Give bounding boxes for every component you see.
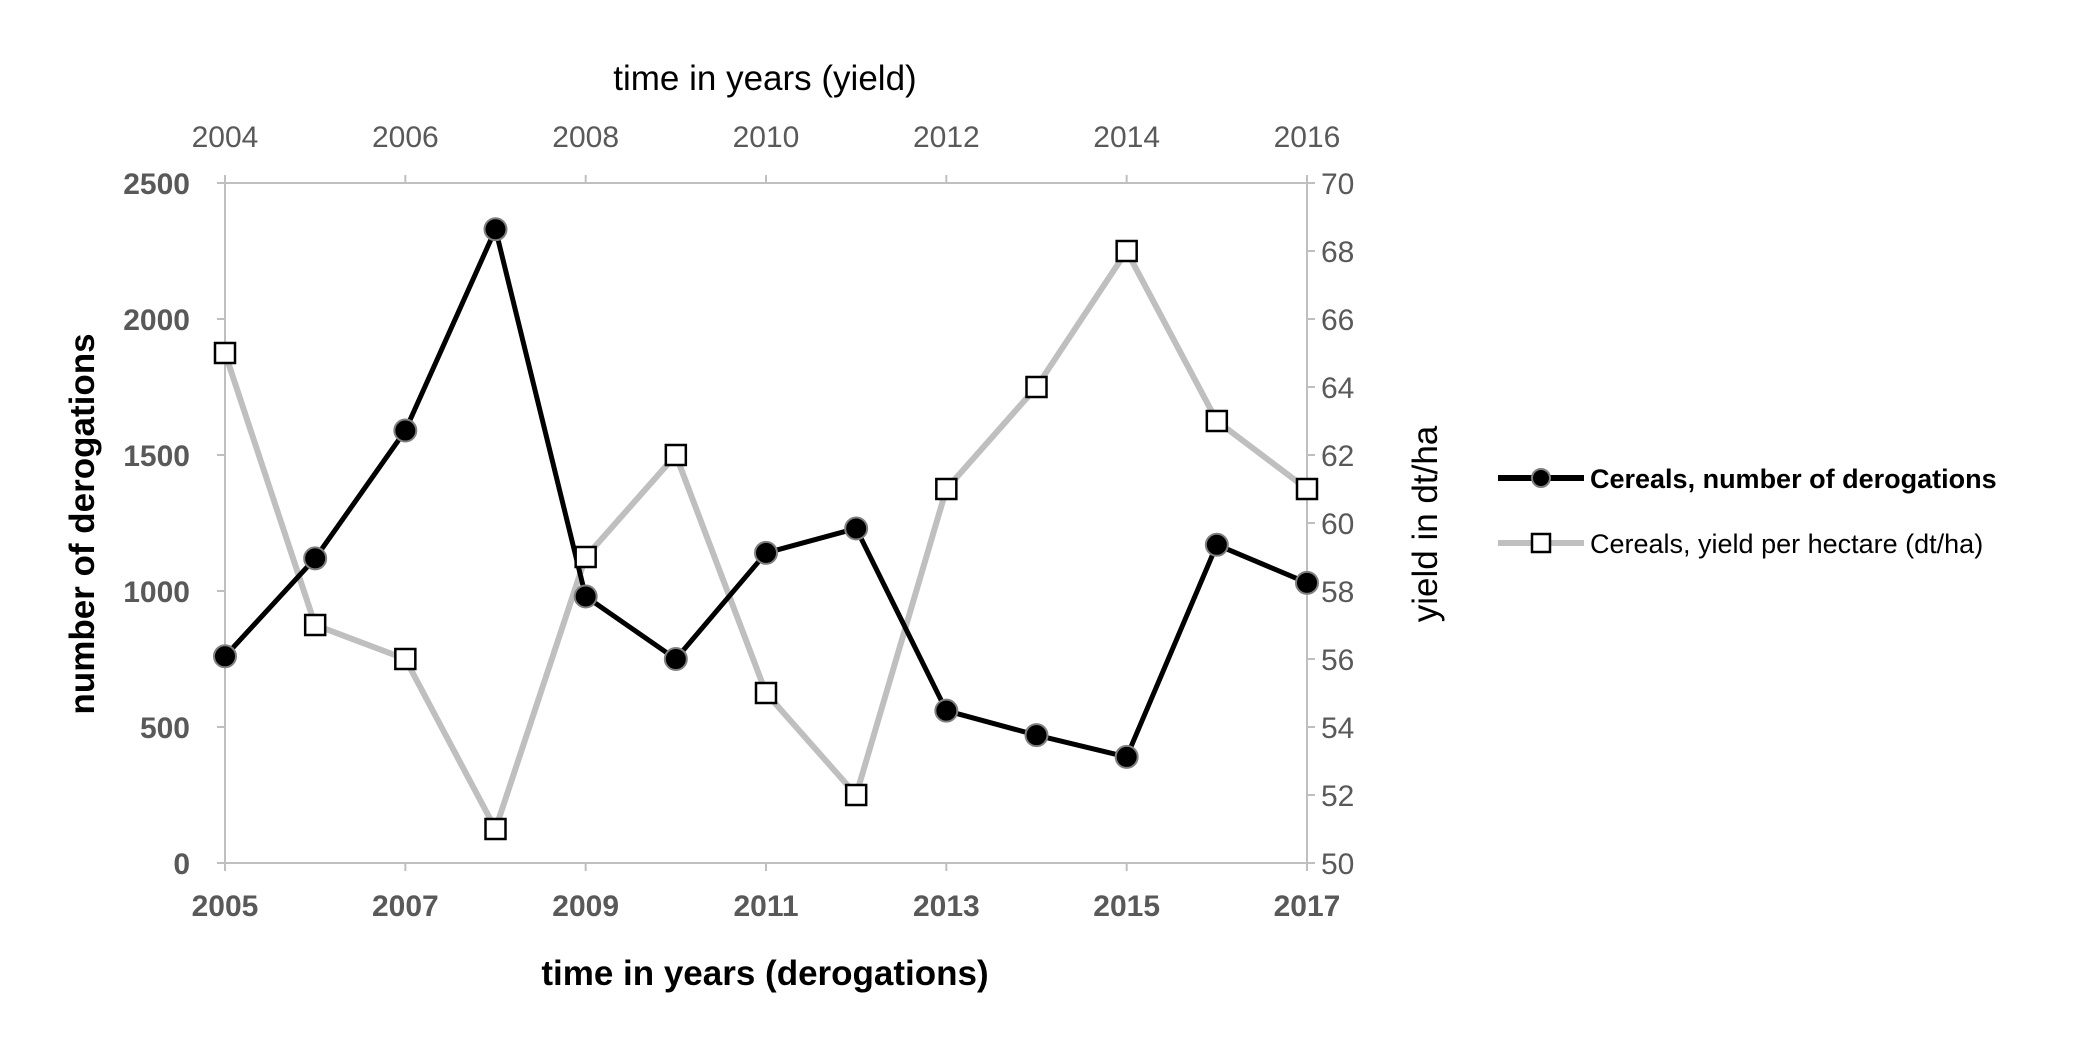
y-right-tick-label: 52	[1321, 780, 1354, 813]
x-axis-top-title: time in years (yield)	[613, 59, 916, 98]
y-right-tick-label: 58	[1321, 576, 1354, 609]
yield-point	[484, 817, 507, 841]
x-top-tick-label: 2012	[913, 121, 980, 154]
yield-point	[1205, 409, 1229, 433]
y-right-tick-label: 68	[1321, 236, 1354, 269]
y-right-tick-label: 70	[1321, 168, 1354, 201]
y-left-tick-label: 1500	[123, 440, 190, 473]
x-bottom-tick-label: 2011	[733, 890, 798, 923]
y-left-tick-label: 2000	[123, 304, 190, 337]
x-top-tick-label: 2006	[372, 121, 439, 154]
yield-point	[303, 613, 327, 637]
x-bottom-tick-label: 2015	[1093, 890, 1160, 923]
y-left-tick-label: 500	[140, 712, 190, 745]
x-top-tick-label: 2014	[1093, 121, 1160, 154]
x-bottom-tick-label: 2013	[913, 890, 980, 923]
plot-area	[213, 217, 1319, 841]
y-right-tick-label: 62	[1321, 440, 1354, 473]
derogations-point	[483, 217, 508, 242]
y-left-tick-label: 1000	[123, 576, 190, 609]
derogations-point	[844, 516, 869, 541]
yield-point	[394, 647, 417, 671]
yield-point	[213, 341, 237, 365]
yield-point	[754, 681, 778, 705]
y-right-tick-label: 66	[1321, 304, 1354, 337]
derogations-point	[303, 546, 328, 571]
yield-point	[574, 545, 597, 569]
yield-point	[1025, 375, 1048, 399]
derogations-point	[213, 644, 237, 669]
y-right-tick-label: 56	[1321, 644, 1354, 677]
yield-point	[664, 443, 688, 467]
axes: 2005 2007 2009 2011 2013 2015 2017 2004 2006 2008…	[123, 121, 1354, 923]
legend-label-derogations: Cereals, number of derogations	[1590, 464, 1997, 494]
legend-marker-derogations	[1531, 468, 1551, 488]
x-top-tick-label: 2004	[192, 121, 259, 154]
x-bottom-tick-label: 2009	[552, 890, 619, 923]
y-right-tick-label: 54	[1321, 712, 1354, 745]
derogations-point	[1114, 744, 1139, 769]
yield-point	[935, 477, 958, 501]
legend-label-yield: Cereals, yield per hectare (dt/ha)	[1590, 529, 1983, 559]
x-top-tick-label: 2016	[1274, 121, 1341, 154]
legend: Cereals, number of derogations Cereals, …	[1498, 464, 1997, 559]
y-left-tick-label: 2500	[123, 168, 190, 201]
x-axis-bottom-title: time in years (derogations)	[541, 954, 988, 993]
legend-marker-yield	[1530, 532, 1552, 554]
derogations-point	[934, 698, 959, 723]
yield-point	[844, 783, 868, 807]
derogations-point	[1204, 532, 1229, 557]
x-top-tick-label: 2010	[733, 121, 800, 154]
derogations-point	[1295, 570, 1319, 595]
derogations-point	[754, 540, 778, 565]
y-axis-left-title: number of derogations	[63, 333, 102, 714]
y-right-tick-label: 60	[1321, 508, 1354, 541]
derogations-point	[663, 647, 688, 671]
x-bottom-tick-label: 2007	[372, 890, 439, 923]
x-bottom-tick-label: 2005	[192, 890, 259, 923]
y-axis-right-title: yield in dt/ha	[1406, 425, 1445, 622]
yield-point	[1295, 477, 1319, 501]
series-line-yield	[222, 248, 1309, 832]
yield-point	[1115, 239, 1138, 263]
x-bottom-tick-label: 2017	[1274, 890, 1341, 923]
y-right-tick-label: 64	[1321, 372, 1354, 405]
derogations-point	[573, 584, 598, 609]
y-left-tick-label: 0	[173, 848, 190, 881]
x-top-tick-label: 2008	[552, 121, 619, 154]
y-right-tick-label: 50	[1321, 848, 1354, 881]
derogations-point	[1024, 723, 1049, 748]
series-line-derogations	[223, 226, 1308, 760]
derogations-point	[393, 418, 418, 443]
